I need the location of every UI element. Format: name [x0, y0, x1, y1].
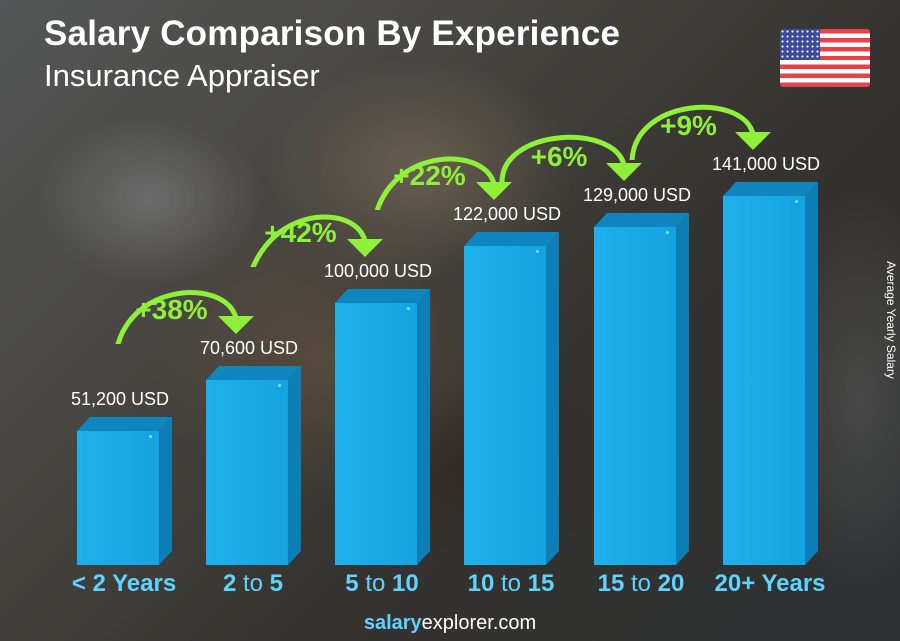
bar-side	[159, 417, 172, 565]
bar-highlight	[795, 200, 798, 203]
bar-3	[464, 232, 559, 565]
increase-label: +38%	[135, 294, 208, 325]
bar-front	[77, 431, 159, 565]
bar-front	[594, 227, 676, 565]
chart-title: Salary Comparison By Experience	[44, 14, 621, 53]
increase-label: +6%	[530, 141, 588, 172]
value-label: 141,000 USD	[711, 154, 821, 174]
bar-highlight	[536, 250, 539, 253]
category-label: < 2 Years	[71, 570, 177, 597]
bar-side	[546, 232, 559, 565]
bar-1	[206, 366, 301, 565]
bar-side	[805, 182, 818, 565]
bar-side	[417, 289, 430, 565]
value-label: 129,000 USD	[582, 185, 692, 205]
bar-front	[206, 380, 288, 565]
bar-4	[594, 213, 689, 565]
increase-label: +9%	[660, 110, 717, 141]
flag-canton	[780, 29, 820, 60]
increase-label: +42%	[264, 217, 337, 248]
increase-arrow-icon	[250, 214, 383, 267]
chart-subtitle: Insurance Appraiser	[44, 58, 320, 93]
value-label: 100,000 USD	[323, 261, 433, 281]
category-label: 15 to 20	[597, 570, 685, 597]
value-label: 51,200 USD	[70, 389, 170, 409]
bar-highlight	[407, 307, 410, 310]
bar-side	[676, 213, 689, 565]
bar-front	[335, 303, 417, 565]
bar-highlight	[666, 231, 669, 234]
bar-side	[288, 366, 301, 565]
bar-highlight	[149, 435, 152, 438]
increase-arrow-icon	[115, 290, 254, 344]
category-label: 5 to 10	[345, 570, 419, 597]
value-label: 122,000 USD	[452, 204, 562, 224]
bar-5	[723, 182, 818, 565]
bar-2	[335, 289, 430, 565]
increase-arrow-icon	[629, 104, 771, 160]
increase-arrow-icon	[374, 156, 512, 210]
bar-top	[464, 232, 559, 246]
us-flag-icon	[780, 29, 870, 87]
bar-top	[723, 182, 818, 196]
y-axis-label: Average Yearly Salary	[884, 261, 898, 379]
increase-arrow-icon	[499, 134, 642, 185]
site-footer[interactable]: salaryexplorer.com	[363, 612, 537, 634]
category-label: 10 to 15	[467, 570, 555, 597]
value-label: 70,600 USD	[199, 338, 299, 358]
category-label: 20+ Years	[714, 570, 826, 597]
bar-front	[723, 196, 805, 565]
bar-highlight	[278, 384, 281, 387]
bar-front	[464, 246, 546, 565]
bar-top	[335, 289, 430, 303]
bar-top	[594, 213, 689, 227]
category-label: 2 to 5	[222, 570, 284, 597]
bar-top	[206, 366, 301, 380]
bar-top	[77, 417, 172, 431]
bar-0	[77, 417, 172, 565]
increase-label: +22%	[393, 160, 466, 191]
